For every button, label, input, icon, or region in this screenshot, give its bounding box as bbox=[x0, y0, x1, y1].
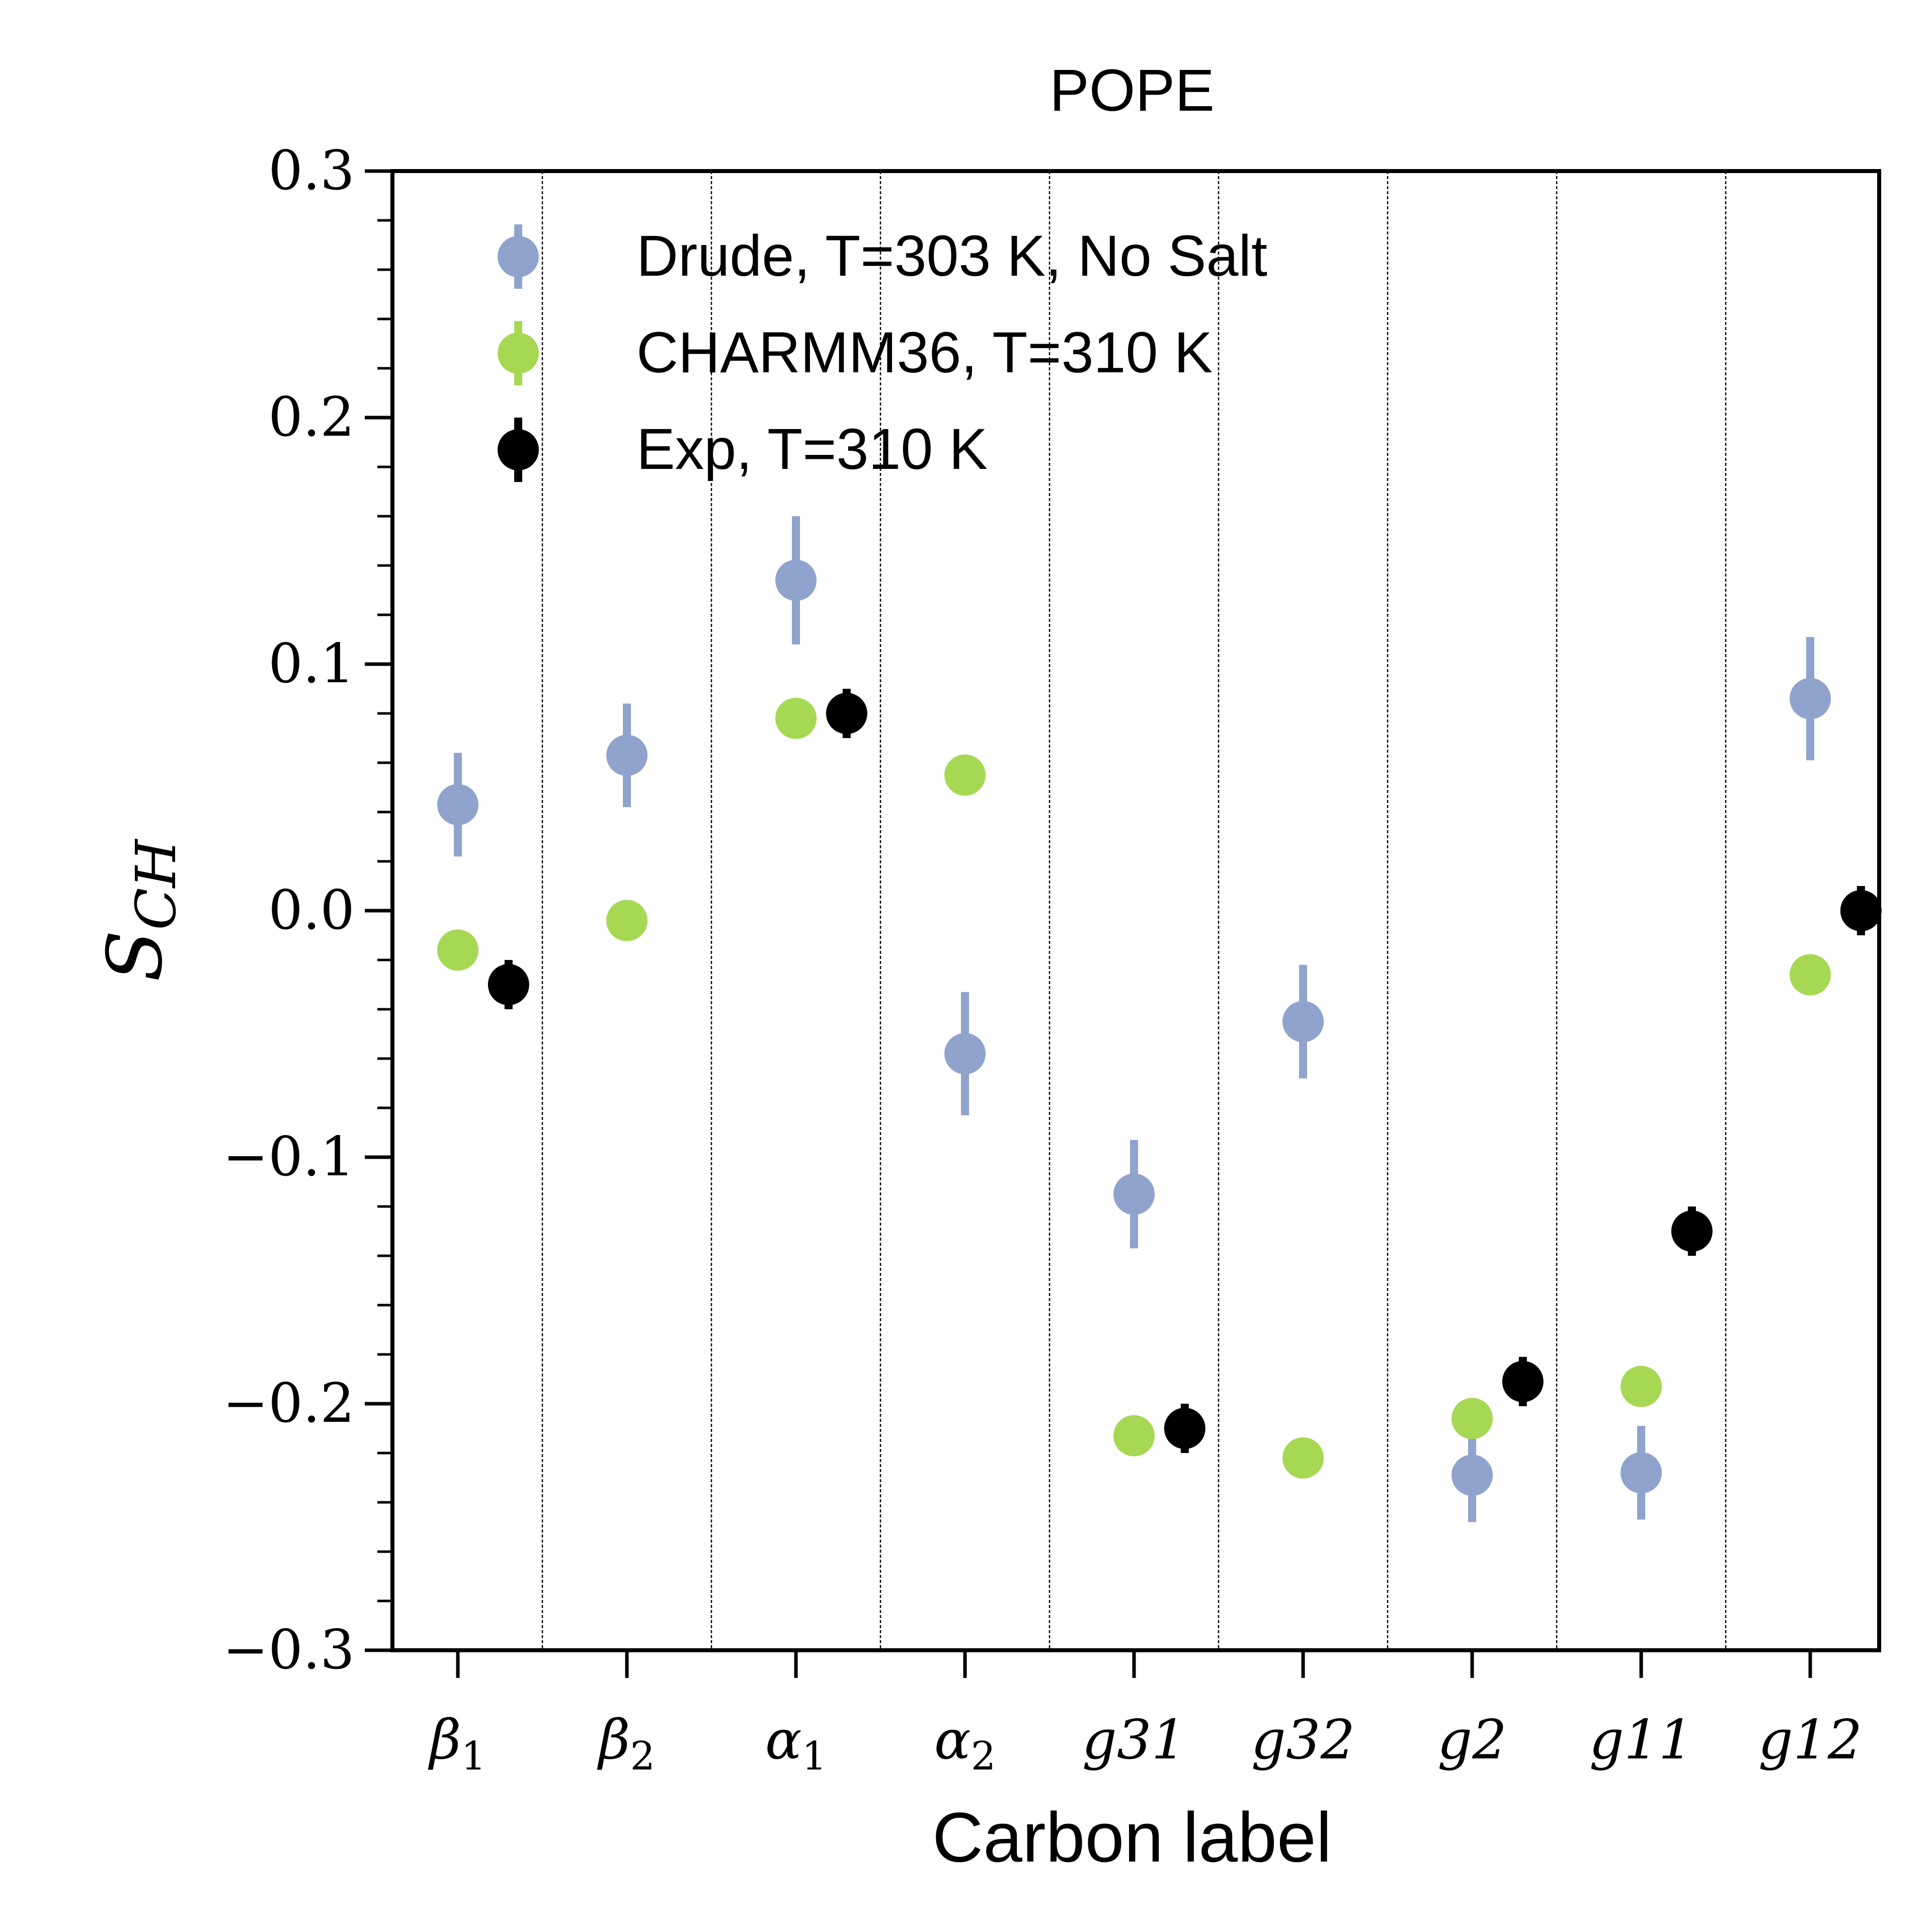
data-point bbox=[944, 1033, 986, 1075]
x-tick-label-sub: 1 bbox=[461, 1734, 486, 1779]
data-point bbox=[606, 735, 648, 776]
chart-title: POPE bbox=[1050, 57, 1215, 124]
x-tick-label: g12 bbox=[1758, 1709, 1863, 1772]
x-tick-label: g11 bbox=[1589, 1709, 1694, 1772]
data-point bbox=[437, 784, 478, 826]
y-tick-label: 0.0 bbox=[268, 879, 355, 942]
x-tick-label-main: g12 bbox=[1758, 1709, 1863, 1772]
x-tick-label-sub: 2 bbox=[630, 1734, 655, 1779]
category-separators bbox=[541, 171, 1727, 1650]
x-tick-label-main: β bbox=[597, 1709, 630, 1772]
y-axis-label-main: S bbox=[92, 930, 179, 982]
y-axis-label: SCH bbox=[92, 838, 188, 982]
y-axis-label-sub: CH bbox=[124, 838, 188, 930]
x-axis-label: Carbon label bbox=[932, 1798, 1332, 1877]
data-marks bbox=[437, 516, 1882, 1522]
x-tick-label-main: α bbox=[934, 1709, 971, 1772]
data-point bbox=[1164, 1408, 1205, 1449]
data-point bbox=[1671, 1211, 1713, 1252]
legend-label: CHARMM36, T=310 K bbox=[636, 320, 1213, 385]
y-tick-label: 0.3 bbox=[268, 139, 355, 202]
data-point bbox=[1840, 890, 1882, 931]
y-tick-label: 0.2 bbox=[268, 386, 355, 449]
data-point bbox=[437, 929, 478, 971]
x-tick-label: β2 bbox=[597, 1709, 655, 1779]
x-tick-label-main: α bbox=[765, 1709, 802, 1772]
data-point bbox=[775, 697, 817, 739]
plot-frame bbox=[390, 169, 1881, 1652]
data-point bbox=[1621, 1452, 1662, 1494]
y-tick-label: −0.2 bbox=[223, 1372, 355, 1435]
x-tick-label: α2 bbox=[934, 1709, 996, 1779]
x-tick-label-main: g32 bbox=[1251, 1709, 1355, 1772]
y-tick-label: −0.1 bbox=[223, 1125, 355, 1188]
x-tick-label: g31 bbox=[1082, 1709, 1186, 1772]
legend: Drude, T=303 K, No Salt CHARMM36, T=310 K… bbox=[498, 224, 1267, 482]
data-point bbox=[1113, 1173, 1155, 1215]
data-point bbox=[1790, 678, 1831, 719]
data-point bbox=[775, 559, 817, 601]
y-axis: −0.3 −0.2 −0.1 0.0 0.1 0.2 0.3 bbox=[223, 139, 392, 1681]
data-point bbox=[1790, 954, 1831, 996]
x-tick-label-main: g31 bbox=[1082, 1709, 1186, 1772]
data-point bbox=[944, 754, 986, 796]
x-tick-label-sub: 2 bbox=[971, 1734, 996, 1779]
x-tick-label-main: β bbox=[428, 1709, 461, 1772]
data-point bbox=[1113, 1415, 1155, 1457]
legend-marker bbox=[498, 333, 539, 374]
x-tick-label-main: g2 bbox=[1437, 1709, 1507, 1772]
data-point bbox=[606, 900, 648, 941]
data-point bbox=[1502, 1360, 1544, 1402]
data-point bbox=[1282, 1001, 1324, 1042]
y-tick-label: 0.1 bbox=[268, 632, 355, 695]
x-tick-label: g2 bbox=[1437, 1709, 1507, 1772]
x-tick-label-sub: 1 bbox=[802, 1734, 827, 1779]
legend-marker bbox=[498, 236, 539, 277]
x-tick-label: β1 bbox=[428, 1709, 486, 1779]
legend-marker bbox=[498, 429, 539, 470]
x-axis: β1 β2 α1 α2 g31 g32 g2 g11 g12 bbox=[428, 1650, 1862, 1779]
data-point bbox=[826, 693, 867, 734]
x-tick-label-main: g11 bbox=[1589, 1709, 1694, 1772]
data-point bbox=[1452, 1398, 1493, 1439]
data-point bbox=[1621, 1365, 1662, 1407]
legend-label: Exp, T=310 K bbox=[636, 417, 988, 481]
data-point bbox=[1282, 1437, 1324, 1479]
data-point bbox=[1452, 1455, 1493, 1496]
x-tick-label: α1 bbox=[765, 1709, 827, 1779]
x-tick-label: g32 bbox=[1251, 1709, 1355, 1772]
data-point bbox=[488, 964, 529, 1005]
legend-label: Drude, T=303 K, No Salt bbox=[636, 224, 1267, 288]
y-tick-label: −0.3 bbox=[223, 1619, 355, 1681]
